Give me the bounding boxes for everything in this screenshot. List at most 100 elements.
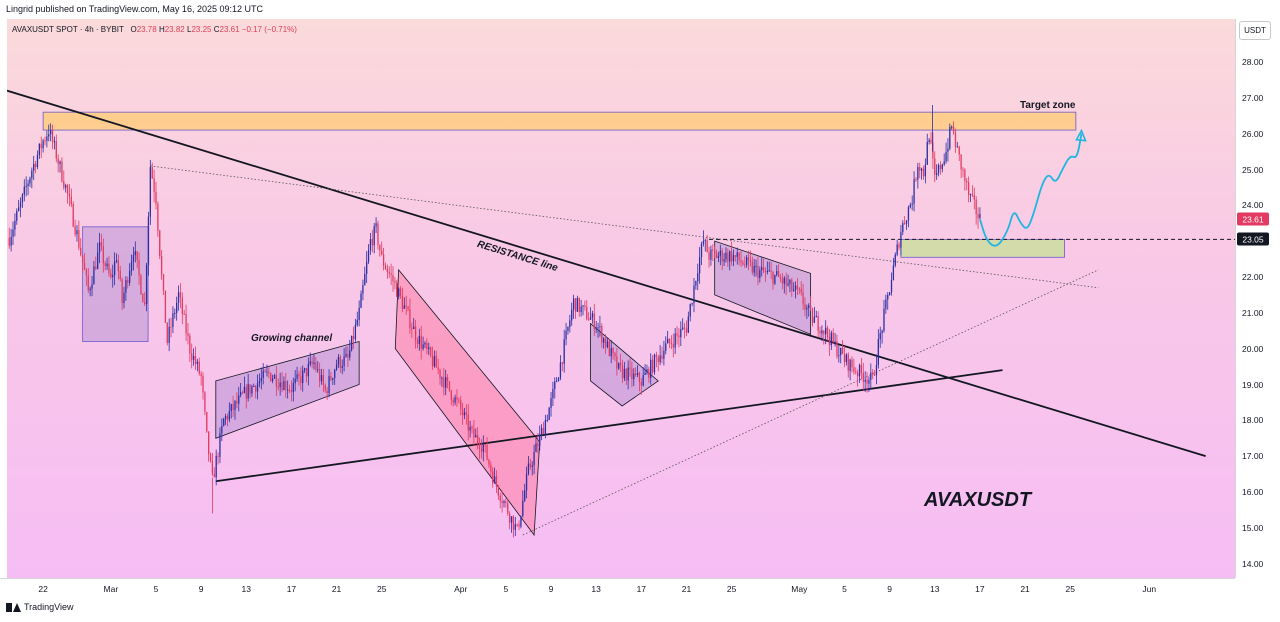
candle-body (674, 333, 676, 348)
candle-body (789, 279, 791, 284)
candle-body (589, 317, 592, 320)
candle-body (422, 344, 424, 349)
candle-body (721, 250, 723, 262)
candle-body (313, 362, 315, 365)
candle-body (571, 309, 573, 321)
candle-body (117, 260, 120, 272)
candle-body (578, 297, 580, 313)
time-tick: 22 (38, 584, 48, 594)
candle-body (132, 255, 135, 262)
candle-body (445, 377, 447, 388)
candle-body (529, 463, 531, 467)
candle-body (198, 361, 200, 374)
candle-body (973, 195, 975, 200)
candle-body (439, 369, 441, 379)
price-axis[interactable]: 14.00 15.00 16.00 17.00 18.00 19.00 20.00 21.00… (1235, 19, 1280, 578)
candle-body (113, 261, 116, 276)
time-tick: Apr (454, 584, 468, 594)
candle-body (191, 353, 193, 360)
demand-zone (900, 238, 1065, 258)
candle-body (347, 354, 349, 358)
candle-body (941, 164, 943, 170)
candle-body (783, 277, 785, 284)
time-tick: 13 (930, 584, 940, 594)
candle-body (160, 256, 163, 275)
candle-body (266, 371, 268, 373)
candle-body (18, 207, 20, 211)
candle-body (358, 307, 360, 321)
chart-plot-area[interactable]: AVAXUSDT SPOT · 4h · BYBIT O23.78 H23.82… (7, 19, 1235, 578)
candle-body (954, 132, 957, 148)
candle-body (81, 255, 84, 263)
candle-body (958, 146, 960, 155)
candle-body (413, 326, 415, 329)
candle-body (243, 386, 246, 393)
candle-body (87, 275, 89, 291)
candle-body (371, 239, 373, 246)
candle-body (275, 375, 278, 387)
candle-body (311, 361, 313, 365)
candle-body (873, 374, 876, 376)
candle-body (85, 270, 88, 276)
time-tick: 9 (198, 584, 204, 594)
candle-body (315, 362, 317, 370)
candle-body (919, 167, 921, 171)
candle-body (354, 324, 357, 340)
candle-body (935, 173, 938, 175)
candle-body (685, 328, 688, 333)
candle-body (524, 490, 526, 501)
candle-body (952, 126, 955, 133)
candle-body (153, 178, 155, 192)
candle-body (332, 378, 334, 380)
candle-body (761, 267, 763, 270)
legend-high: 23.82 (164, 25, 185, 34)
candle-body (659, 355, 661, 363)
candle-body (881, 330, 883, 334)
candle-body (823, 330, 825, 335)
candle-body (550, 398, 552, 408)
candle-body (328, 376, 330, 394)
candle-body (144, 302, 146, 304)
candle-body (676, 333, 678, 336)
price-tick: 26.00 (1242, 128, 1264, 139)
candle-body (727, 252, 729, 262)
candle-body (119, 271, 121, 280)
candle-body (277, 386, 279, 388)
time-axis[interactable]: 22 Mar 5 9 13 17 21 25 Apr 5 9 13 17 21 25 May 5 9 13 17 21 2… (0, 578, 1235, 599)
bull-flag (714, 240, 812, 335)
candle-body (825, 327, 827, 335)
candle-body (618, 362, 620, 369)
candle-body (710, 249, 712, 260)
candle-body (334, 369, 336, 379)
candle-body (665, 343, 667, 351)
candle-body (905, 220, 908, 224)
candle-body (582, 305, 584, 307)
target-zone-label: Target zone (1020, 100, 1076, 111)
candle-body (774, 274, 776, 284)
candle-body (830, 332, 832, 346)
candle-body (420, 335, 422, 349)
candle-body (817, 315, 819, 332)
price-tick: 15.00 (1242, 522, 1264, 533)
candle-body (826, 327, 829, 337)
candle-body (892, 265, 895, 280)
candle-body (587, 319, 590, 321)
candle-body (469, 427, 471, 431)
candle-body (403, 305, 405, 309)
candle-body (337, 356, 340, 365)
candle-body (836, 341, 838, 357)
candle-body (808, 305, 810, 308)
candle-body (125, 280, 127, 293)
candle-body (366, 261, 368, 274)
candle-body (484, 444, 486, 446)
candle-body (563, 339, 565, 364)
candle-body (834, 341, 836, 343)
candle-body (91, 284, 93, 289)
candle-body (66, 185, 69, 194)
candle-body (915, 179, 917, 181)
candle-body (535, 443, 537, 453)
currency-unit-button[interactable]: USDT (1239, 21, 1271, 40)
candle-body (636, 372, 639, 375)
candle-body (680, 329, 682, 338)
candle-body (747, 257, 750, 261)
